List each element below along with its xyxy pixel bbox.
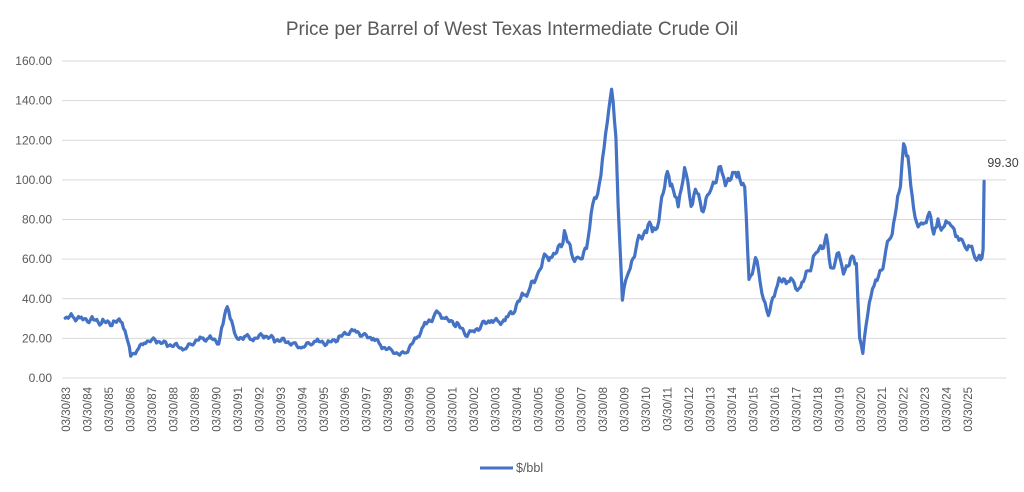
x-tick-label: 03/30/00 — [426, 387, 438, 432]
x-tick-label: 03/30/19 — [834, 387, 846, 432]
y-tick-label: 20.00 — [22, 331, 52, 345]
x-tick-label: 03/30/18 — [813, 387, 825, 432]
series-line-usd-per-bbl — [63, 87, 986, 358]
y-tick-label: 140.00 — [15, 94, 52, 108]
x-axis-ticks: 03/30/83 03/30/84 03/30/85 03/30/86 03/30/87… — [61, 386, 975, 431]
x-tick-label: 03/30/98 — [383, 387, 395, 432]
x-tick-label: 03/30/04 — [512, 386, 524, 431]
x-tick-label: 03/30/05 — [534, 387, 546, 432]
x-tick-label: 03/30/86 — [125, 387, 137, 432]
x-tick-label: 03/30/06 — [555, 387, 567, 432]
x-tick-label: 03/30/84 — [82, 386, 94, 431]
x-tick-label: 03/30/03 — [491, 387, 503, 432]
x-tick-label: 03/30/93 — [276, 387, 288, 432]
x-tick-label: 03/30/91 — [233, 387, 245, 432]
x-tick-label: 03/30/83 — [61, 387, 73, 432]
x-tick-label: 03/30/85 — [104, 387, 116, 432]
y-tick-label: 80.00 — [22, 213, 52, 227]
y-tick-label: 120.00 — [15, 133, 52, 147]
x-tick-label: 03/30/09 — [619, 387, 631, 432]
y-tick-label: 0.00 — [29, 371, 53, 385]
x-tick-label: 03/30/07 — [577, 387, 589, 432]
x-tick-label: 03/30/22 — [899, 387, 911, 432]
x-tick-label: 03/30/02 — [469, 387, 481, 432]
x-tick-label: 03/30/10 — [641, 387, 653, 432]
x-tick-label: 03/30/21 — [877, 387, 889, 432]
y-tick-label: 60.00 — [22, 252, 52, 266]
y-tick-label: 160.00 — [15, 54, 52, 68]
x-tick-label: 03/30/13 — [705, 387, 717, 432]
x-tick-label: 03/30/08 — [598, 387, 610, 432]
x-tick-label: 03/30/95 — [319, 387, 331, 432]
x-tick-label: 03/30/94 — [297, 386, 309, 431]
x-tick-label: 03/30/92 — [254, 387, 266, 432]
x-tick-label: 03/30/89 — [190, 387, 202, 432]
x-tick-label: 03/30/25 — [963, 387, 975, 432]
x-tick-label: 03/30/97 — [362, 387, 374, 432]
x-tick-label: 03/30/11 — [662, 387, 674, 431]
x-tick-label: 03/30/12 — [684, 387, 696, 432]
x-tick-label: 03/30/99 — [405, 387, 417, 432]
x-tick-label: 03/30/90 — [211, 387, 223, 432]
x-tick-label: 03/30/88 — [168, 387, 180, 432]
x-tick-label: 03/30/96 — [340, 387, 352, 432]
chart-title: Price per Barrel of West Texas Intermedi… — [286, 19, 738, 40]
x-tick-label: 03/30/17 — [791, 387, 803, 432]
legend: $/bbl — [480, 461, 543, 475]
x-tick-label: 03/30/24 — [942, 386, 954, 431]
x-tick-label: 03/30/15 — [748, 387, 760, 432]
y-tick-label: 40.00 — [22, 292, 52, 306]
x-tick-label: 03/30/14 — [727, 386, 739, 431]
x-tick-label: 03/30/01 — [448, 387, 460, 432]
x-tick-label: 03/30/20 — [856, 387, 868, 432]
y-axis-ticks: 0.00 20.00 40.00 60.00 80.00 100.00 120.00 140.… — [15, 54, 52, 385]
y-tick-label: 100.00 — [15, 173, 52, 187]
last-value-label: 99.30 — [987, 156, 1018, 170]
x-tick-label: 03/30/23 — [920, 387, 932, 432]
legend-label: $/bbl — [516, 461, 543, 475]
x-tick-label: 03/30/16 — [770, 387, 782, 432]
x-tick-label: 03/30/87 — [147, 387, 159, 432]
